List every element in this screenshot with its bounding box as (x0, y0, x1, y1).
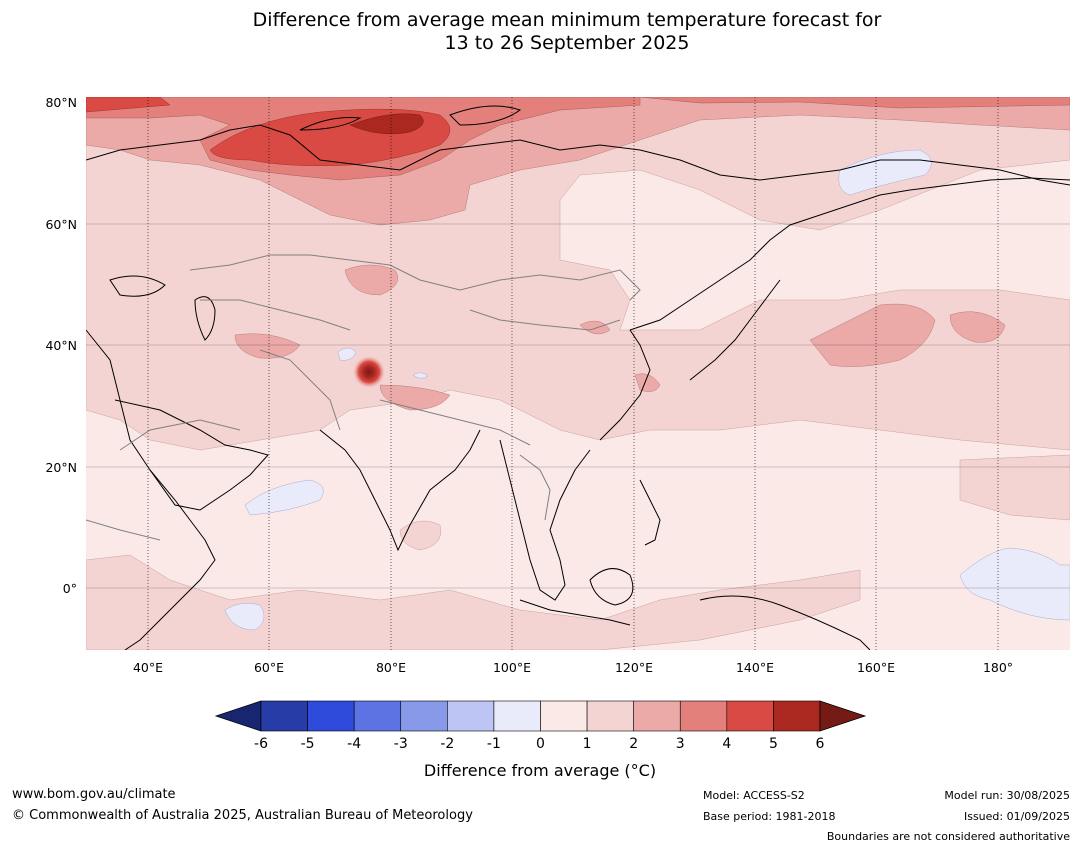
colorbar-swatch (679, 700, 728, 732)
colorbar-label: Difference from average (°C) (423, 761, 657, 780)
lat-label-60n: 60°N (45, 217, 77, 232)
anomaly-zone-2-3-pacific-1 (809, 303, 936, 367)
website-link[interactable]: www.bom.gov.au/climate (12, 787, 176, 802)
anomaly-zone-neg-arabian-sea (244, 479, 324, 516)
lat-label-80n: 80°N (45, 95, 77, 110)
colorbar-tick-label: 3 (676, 736, 685, 752)
map-plot-area (86, 97, 1070, 650)
colorbar-tick-label: 2 (629, 736, 638, 752)
lon-label-160e: 160°E (857, 660, 895, 675)
colorbar-swatch (586, 700, 634, 732)
colorbar-tick-label: 5 (769, 736, 778, 752)
colorbar-tick-labels: -6 -5 -4 -3 -2 -1 0 1 2 3 4 5 6 (254, 736, 825, 752)
anomaly-zone-neg-pacific (959, 547, 1070, 621)
anomaly-zone-neg-indian-ocean (224, 603, 265, 631)
issued-text: Issued: 01/09/2025 (963, 810, 1070, 823)
anomaly-zone-2-3-pacific-2 (949, 311, 1006, 343)
colorbar-swatch (493, 700, 541, 732)
lon-label-80e: 80°E (376, 660, 406, 675)
title-line-2: 13 to 26 September 2025 (444, 32, 690, 54)
lat-label-0: 0° (63, 581, 77, 596)
colorbar-swatch (726, 700, 774, 732)
colorbar-swatch (773, 700, 821, 732)
latitude-labels: 80°N 60°N 40°N 20°N 0° (45, 95, 77, 596)
anomaly-zone-5-6 (349, 113, 424, 135)
colorbar-tick-label: -5 (301, 736, 315, 752)
model-run-text: Model run: 30/08/2025 (944, 789, 1070, 802)
colorbar-tick-label: -6 (254, 736, 268, 752)
colorbar-swatch (307, 700, 355, 732)
anomaly-zone-1-2-south (86, 554, 861, 650)
colorbar-swatch (540, 700, 588, 732)
longitude-labels: 40°E 60°E 80°E 100°E 120°E 140°E 160°E 1… (133, 660, 1013, 675)
lat-label-40n: 40°N (45, 338, 77, 353)
colorbar-tick-label: -2 (440, 736, 454, 752)
colorbar-tick-label: 4 (722, 736, 731, 752)
lon-label-120e: 120°E (615, 660, 653, 675)
anomaly-zone-2-3-china (634, 373, 661, 392)
anomaly-zone-neg-himalaya (337, 347, 357, 361)
colorbar (214, 700, 867, 732)
anomaly-zone-1-2-india (399, 520, 442, 551)
colorbar-swatch (447, 700, 495, 732)
anomaly-zone-1-2-pacific (959, 454, 1070, 521)
colorbar-tick-label: -1 (487, 736, 501, 752)
anomaly-zone-neg-east-siberia (838, 149, 932, 196)
colorbar-extend-low (214, 700, 262, 732)
lon-label-60e: 60°E (254, 660, 284, 675)
colorbar-tick-label: 6 (816, 736, 825, 752)
gridlines (86, 97, 1070, 650)
disclaimer-text: Boundaries are not considered authoritat… (826, 830, 1070, 843)
coastlines (86, 105, 1070, 650)
copyright-text: © Commonwealth of Australia 2025, Austra… (12, 808, 473, 823)
anomaly-hotspot (353, 356, 385, 388)
base-period-text: Base period: 1981-2018 (703, 810, 836, 823)
lon-label-180: 180° (983, 660, 1013, 675)
anomaly-zone-3-4-east (639, 97, 1070, 109)
colorbar-tick-label: 1 (583, 736, 592, 752)
lat-label-20n: 20°N (45, 460, 77, 475)
map-title: Difference from average mean minimum tem… (0, 9, 1081, 55)
colorbar-swatch (633, 700, 681, 732)
model-text: Model: ACCESS-S2 (703, 789, 805, 802)
colorbar-swatch (400, 700, 448, 732)
colorbar-tick-label: -3 (394, 736, 408, 752)
colorbar-swatch (260, 700, 308, 732)
anomaly-zone-neg-tibet (412, 372, 429, 379)
anomaly-zone-2-3-central-asia (234, 333, 301, 359)
country-borders (86, 254, 641, 541)
anomaly-zone-2-3-mongolia (344, 264, 399, 296)
colorbar-extend-high (819, 700, 867, 732)
lon-label-140e: 140°E (736, 660, 774, 675)
anomaly-zone-2-3-east (579, 320, 611, 335)
anomaly-zone-4-5 (86, 97, 171, 113)
colorbar-swatch (353, 700, 402, 732)
colorbar-tick-label: 0 (536, 736, 545, 752)
anomaly-zone-2-3-tibet (379, 384, 451, 411)
lon-label-100e: 100°E (493, 660, 531, 675)
title-line-1: Difference from average mean minimum tem… (252, 9, 882, 31)
colorbar-tick-label: -4 (347, 736, 361, 752)
lon-label-40e: 40°E (133, 660, 163, 675)
